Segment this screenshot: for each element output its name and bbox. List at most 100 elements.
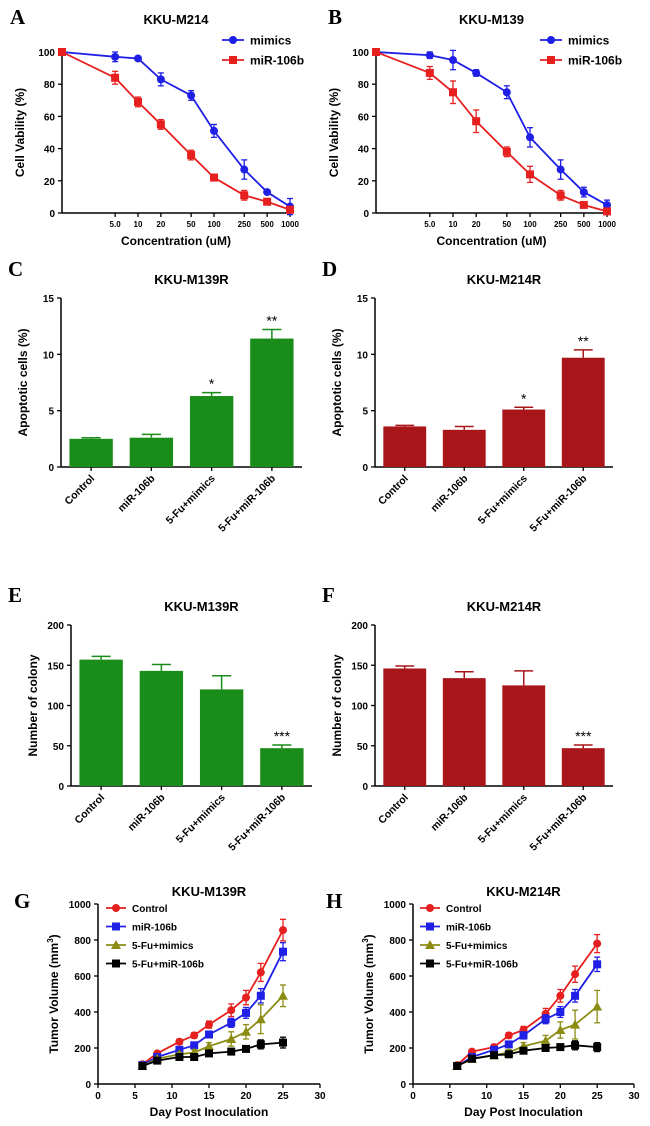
data-point [519, 1046, 528, 1055]
y-tick-label: 800 [389, 936, 406, 947]
x-tick-label: 5 [132, 1091, 138, 1102]
data-point [263, 197, 272, 206]
x-tick-label: 20 [156, 220, 165, 229]
data-point [256, 968, 265, 977]
x-tick-label: 0 [410, 1091, 416, 1102]
data-point [227, 1047, 236, 1056]
significance-mark: * [521, 390, 527, 406]
series-5-fu-mir-106b [138, 1036, 287, 1070]
category-label: 5-Fu+mimics [174, 792, 228, 846]
bar-3 [502, 685, 546, 786]
legend-label: Control [446, 904, 482, 915]
series-mimics [372, 48, 611, 211]
data-point [519, 1031, 528, 1040]
data-point [425, 68, 434, 77]
significance-mark: ** [578, 333, 589, 349]
x-tick-label: 50 [187, 220, 196, 229]
bar-2 [139, 670, 184, 786]
x-tick-label: 250 [554, 220, 568, 229]
category-label: Control [72, 792, 107, 827]
x-tick-label: 5 [447, 1091, 453, 1102]
data-point [593, 1043, 602, 1052]
x-tick-label: 20 [240, 1091, 252, 1102]
data-point [190, 1031, 199, 1040]
category-label: miR-106b [428, 473, 470, 515]
chart-title: KKU-M214R [467, 272, 542, 287]
x-tick-label: 5.0 [110, 220, 122, 229]
x-tick-label: 25 [592, 1091, 604, 1102]
panel-d: KKU-M214R 0 5 10 15 Apoptotic cells (%) Contro… [330, 272, 613, 535]
y-axis-label-main: Tumor Volume (mm [47, 943, 61, 1054]
y-tick-label: 1000 [384, 900, 407, 911]
data-point [593, 960, 602, 969]
data-point [556, 191, 565, 200]
y-tick-label: 200 [351, 621, 368, 632]
chart-title: KKU-M139R [164, 599, 239, 614]
bar-3 [199, 689, 244, 786]
significance-mark: ** [266, 313, 277, 329]
panel-letter-c: C [8, 257, 23, 281]
y-axis-label: Apoptotic cells (%) [16, 328, 30, 436]
bar-4 [561, 748, 605, 786]
category-label: miR-106b [116, 473, 158, 515]
y-axis-label-close: ) [362, 934, 376, 938]
data-point [138, 1062, 147, 1070]
y-tick-label: 20 [358, 177, 370, 188]
data-point [556, 165, 565, 174]
bar-1 [383, 426, 427, 467]
data-point [187, 151, 196, 160]
data-point [256, 1040, 265, 1049]
x-axis-label: Concentration (uM) [121, 234, 231, 248]
y-tick-label: 200 [74, 1044, 91, 1055]
y-tick-label: 100 [47, 702, 64, 713]
category-label: miR-106b [126, 792, 168, 834]
data-point [541, 1044, 550, 1052]
data-point [472, 117, 481, 126]
y-tick-label: 400 [74, 1008, 91, 1019]
legend-label: miR-106b [250, 54, 304, 68]
data-point [190, 1041, 199, 1050]
data-point [134, 54, 142, 63]
data-point [205, 1049, 213, 1058]
legend-label: 5-Fu+mimics [446, 941, 508, 952]
data-point [453, 1062, 462, 1070]
series-mir-106b [58, 48, 294, 214]
data-point [526, 170, 534, 179]
y-axis-label-main: Tumor Volume (mm [362, 943, 376, 1054]
y-tick-label: 100 [38, 48, 55, 59]
x-tick-label: 25 [277, 1091, 289, 1102]
data-point [255, 1014, 266, 1024]
x-tick-label: 30 [628, 1091, 640, 1102]
x-tick-label: 1000 [281, 220, 299, 229]
data-point [263, 188, 272, 197]
chart-title: KKU-M139 [459, 12, 524, 27]
legend-marker [112, 959, 120, 968]
y-axis-label: Apoptotic cells (%) [330, 328, 344, 436]
legend-label: mimics [568, 34, 610, 48]
legend-marker [425, 940, 435, 949]
series-mimics [58, 48, 294, 216]
y-tick-label: 5 [48, 407, 54, 418]
data-point [541, 1015, 550, 1024]
y-tick-label: 600 [389, 972, 406, 983]
data-point [540, 1035, 551, 1045]
legend-label: 5-Fu+mimics [132, 941, 194, 952]
data-point [490, 1045, 499, 1054]
y-axis-label: Number of colony [26, 654, 40, 756]
bar-1 [79, 659, 123, 786]
data-point [556, 1008, 565, 1016]
data-point [571, 1041, 580, 1050]
data-point [502, 88, 511, 97]
data-point [210, 173, 218, 182]
data-point [555, 1025, 566, 1034]
bar-2 [442, 678, 486, 786]
bar-1 [383, 668, 427, 786]
data-point [490, 1051, 499, 1060]
data-point [467, 1054, 476, 1063]
data-point [278, 990, 288, 1000]
bar-4 [260, 748, 304, 786]
data-point [425, 51, 434, 60]
panel-letter-d: D [322, 257, 337, 281]
y-tick-label: 5 [362, 407, 368, 418]
data-point [175, 1037, 184, 1046]
